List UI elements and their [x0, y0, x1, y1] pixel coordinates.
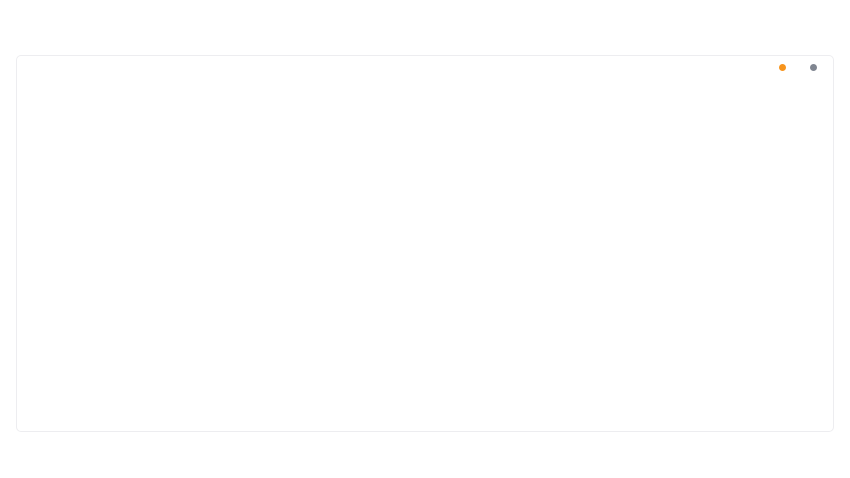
chart-svg: [17, 56, 834, 432]
legend-item-price[interactable]: [810, 64, 821, 71]
chart-legend: [779, 64, 821, 71]
legend-dot-mvrv: [779, 64, 786, 71]
legend-item-mvrv[interactable]: [779, 64, 790, 71]
legend-dot-price: [810, 64, 817, 71]
chart-card: [16, 55, 834, 432]
plot-area: [17, 56, 834, 432]
